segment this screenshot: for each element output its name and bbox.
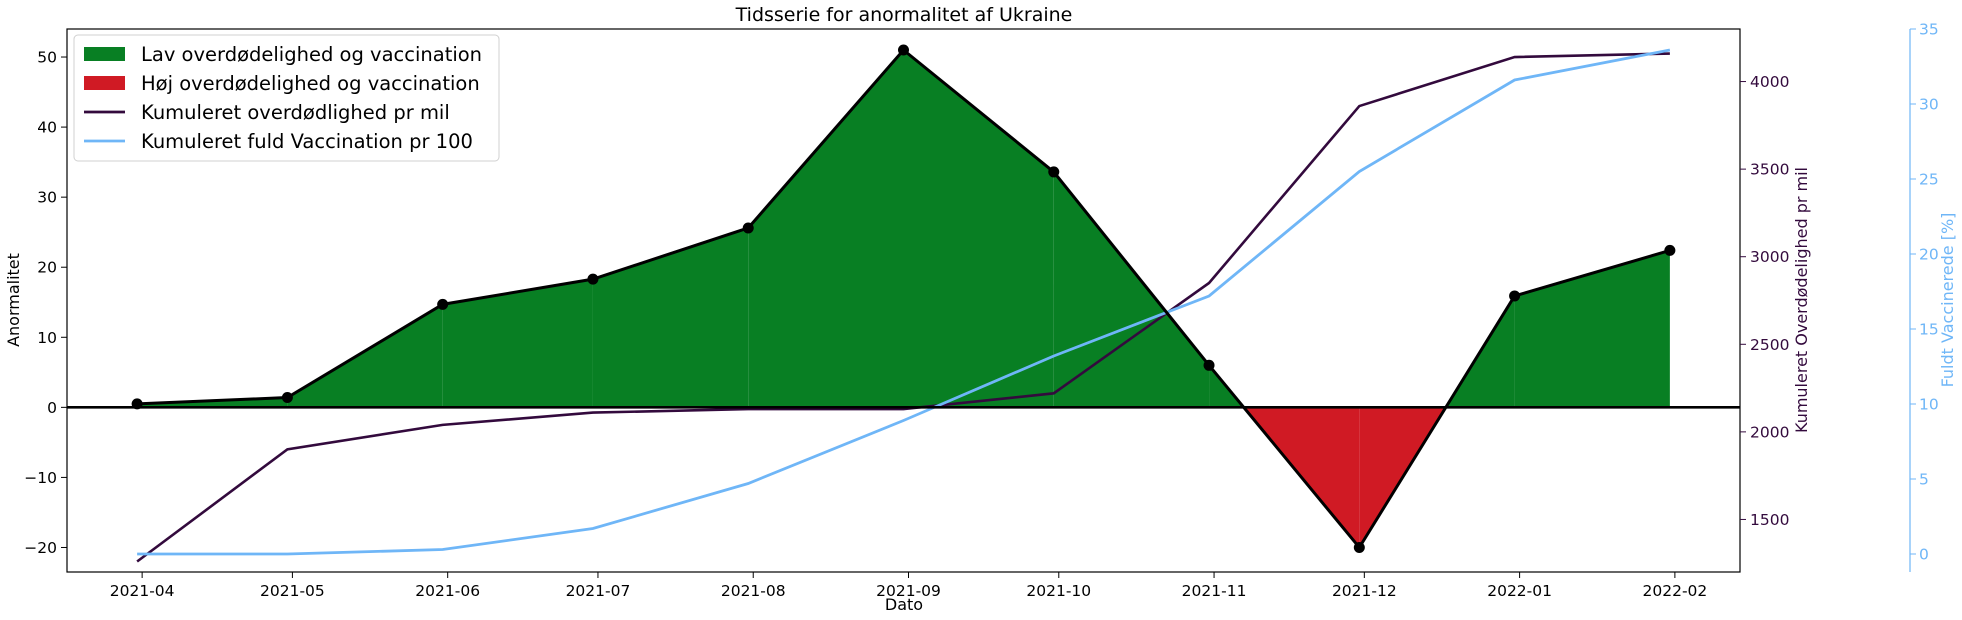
y-right2-tick-label-1: 5 bbox=[1919, 471, 1929, 489]
axes bbox=[66, 28, 1911, 573]
y-right2-axis-label: Fuldt Vaccinerede [%] bbox=[1938, 213, 1957, 388]
plot-frame bbox=[66, 28, 1741, 573]
x-tick-label-10: 2022-02 bbox=[1643, 582, 1708, 600]
x-axis-label: Dato bbox=[885, 595, 923, 614]
y-right2-tick-label-0: 0 bbox=[1919, 546, 1929, 564]
y-right2-tick-label-6: 30 bbox=[1919, 96, 1939, 114]
area-positive-segment-6 bbox=[1053, 171, 1210, 408]
anomaly-point-4 bbox=[742, 222, 754, 234]
y-left-tick-label-6: 40 bbox=[37, 119, 57, 137]
y-right-tick-label-4: 3500 bbox=[1750, 161, 1789, 179]
legend: Lav overdødelighed og vaccination Høj ove… bbox=[73, 34, 500, 162]
x-tick-label-0: 2021-04 bbox=[110, 582, 175, 600]
area-positive-segment-2 bbox=[442, 279, 593, 408]
anomaly-point-7 bbox=[1203, 359, 1215, 371]
legend-box bbox=[73, 34, 500, 162]
y-left-tick-label-2: 0 bbox=[47, 399, 57, 417]
x-tick-label-5: 2021-09 bbox=[876, 582, 941, 600]
y-left-axis-label: Anormalitet bbox=[4, 253, 23, 347]
anomaly-point-10 bbox=[1664, 244, 1676, 256]
anomaly-point-8 bbox=[1353, 541, 1365, 553]
x-tick-label-4: 2021-08 bbox=[721, 582, 786, 600]
excess-mortality-line bbox=[136, 52, 1670, 563]
y-left-tick-label-7: 50 bbox=[37, 49, 57, 67]
anomaly-point-6 bbox=[1048, 166, 1060, 178]
y-right2-tick-label-3: 15 bbox=[1919, 321, 1939, 339]
y-left-tick-label-5: 30 bbox=[37, 189, 57, 207]
y-left-tick-label-1: −10 bbox=[24, 469, 57, 487]
y-right2-tick-label-7: 35 bbox=[1919, 21, 1939, 39]
legend-label-0: Lav overdødelighed og vaccination bbox=[141, 43, 482, 66]
y-right2-tick-label-4: 20 bbox=[1919, 246, 1939, 264]
legend-label-3: Kumuleret fuld Vaccination pr 100 bbox=[141, 130, 473, 153]
x-tick-label-1: 2021-05 bbox=[260, 582, 325, 600]
x-tick-label-8: 2021-12 bbox=[1332, 582, 1397, 600]
anomaly-line bbox=[131, 44, 1676, 553]
y-right-tick-label-2: 2500 bbox=[1750, 336, 1789, 354]
y-right-axis-label: Kumuleret Overdødelighed pr mil bbox=[1792, 167, 1811, 433]
area-positive-segment-9 bbox=[1514, 250, 1670, 408]
x-tick-label-3: 2021-07 bbox=[566, 582, 631, 600]
x-tick-label-2: 2021-06 bbox=[415, 582, 480, 600]
area-positive-segment-3 bbox=[592, 227, 749, 408]
x-tick-label-9: 2022-01 bbox=[1487, 582, 1552, 600]
anomaly-point-9 bbox=[1509, 290, 1521, 302]
x-tick-label-6: 2021-10 bbox=[1026, 582, 1091, 600]
anomaly-point-3 bbox=[587, 273, 599, 285]
y-right-tick-label-0: 1500 bbox=[1750, 511, 1789, 529]
y-left-axis: −20 −10 0 10 20 30 40 50 bbox=[24, 49, 67, 557]
y-left-tick-label-0: −20 bbox=[24, 539, 57, 557]
area-positive-segment-1 bbox=[287, 304, 443, 408]
y-right2-axis: 0 5 10 15 20 25 30 35 bbox=[1910, 21, 1939, 564]
legend-label-1: Høj overdødelighed og vaccination bbox=[141, 72, 480, 95]
legend-swatch-1 bbox=[84, 76, 125, 90]
y-right-tick-label-5: 4000 bbox=[1750, 73, 1789, 91]
y-left-tick-label-3: 10 bbox=[37, 329, 57, 347]
legend-label-2: Kumuleret overdødlighed pr mil bbox=[141, 101, 450, 124]
y-right-tick-label-1: 2000 bbox=[1750, 423, 1789, 441]
area-positive-segment-4 bbox=[748, 50, 904, 408]
y-right2-tick-label-2: 10 bbox=[1919, 396, 1939, 414]
anomaly-point-1 bbox=[281, 392, 293, 404]
y-left-tick-label-4: 20 bbox=[37, 259, 57, 277]
y-right-tick-label-3: 3000 bbox=[1750, 248, 1789, 266]
anomaly-point-2 bbox=[437, 298, 449, 310]
x-axis-ticks: 2021-04 2021-05 2021-06 2021-07 2021-08 2021-… bbox=[110, 572, 1708, 600]
area-positive-segment-5 bbox=[903, 50, 1054, 408]
x-tick-label-7: 2021-11 bbox=[1182, 582, 1247, 600]
series-lines bbox=[136, 48, 1671, 563]
y-right-axis: 1500 2000 2500 3000 3500 4000 bbox=[1740, 73, 1789, 529]
chart-title: Tidsserie for anormalitet af Ukraine bbox=[735, 4, 1073, 26]
vaccination-line bbox=[137, 48, 1671, 556]
anomaly-point-5 bbox=[898, 44, 909, 56]
y-right2-tick-label-5: 25 bbox=[1919, 171, 1939, 189]
legend-swatch-0 bbox=[84, 47, 125, 61]
